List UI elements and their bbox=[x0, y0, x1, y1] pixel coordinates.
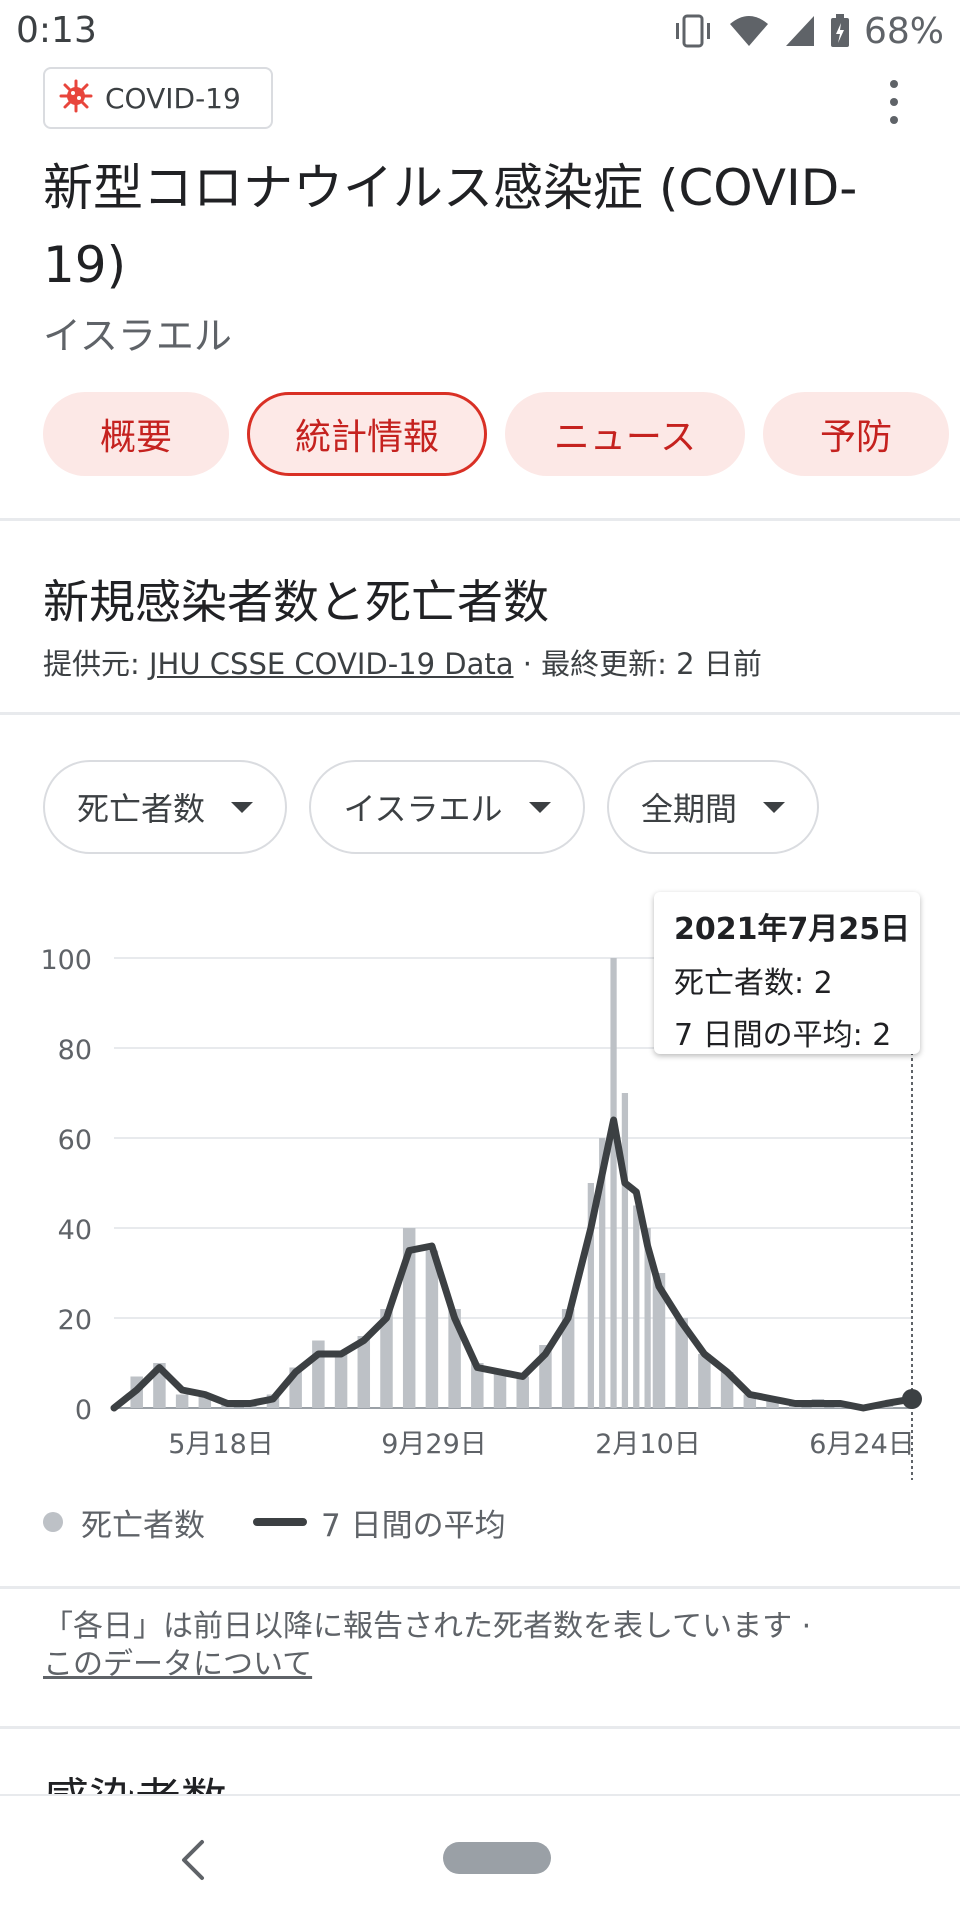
divider bbox=[0, 518, 960, 521]
chart-tooltip: 2021年7月25日 死亡者数: 2 7 日間の平均: 2 bbox=[654, 892, 920, 1054]
tab-bar: 概要 統計情報 ニュース 予防 bbox=[43, 392, 949, 476]
dropdown-arrow-icon bbox=[763, 801, 785, 813]
average-line bbox=[110, 1116, 916, 1412]
source-prefix: 提供元: bbox=[43, 647, 149, 681]
y-tick-label: 40 bbox=[58, 1215, 92, 1246]
dropdown-arrow-icon bbox=[231, 801, 253, 813]
bar bbox=[652, 1273, 666, 1408]
bar bbox=[766, 1399, 779, 1408]
battery-percent: 68% bbox=[863, 10, 944, 52]
topic-chip-label: COVID-19 bbox=[105, 81, 241, 115]
divider bbox=[0, 712, 960, 715]
bar bbox=[610, 958, 617, 1408]
bar bbox=[698, 1354, 711, 1408]
chart-legend: 死亡者数 7 日間の平均 bbox=[43, 1502, 506, 1544]
region-label: イスラエル bbox=[43, 314, 232, 358]
source-link[interactable]: JHU CSSE COVID-19 Data bbox=[149, 647, 514, 681]
bar bbox=[357, 1336, 371, 1408]
y-tick-label: 20 bbox=[58, 1305, 92, 1336]
metric-dropdown[interactable]: 死亡者数 bbox=[43, 760, 287, 854]
system-nav-bar bbox=[0, 1794, 960, 1920]
battery-icon bbox=[830, 14, 850, 48]
tab-statistics[interactable]: 統計情報 bbox=[247, 392, 487, 476]
note-text: 「各日」は前日以降に報告された死者数を表しています · bbox=[43, 1609, 812, 1644]
last-updated: · 最終更新: 2 日前 bbox=[513, 647, 762, 681]
section-title: 新規感染者数と死亡者数 bbox=[43, 575, 549, 629]
back-icon[interactable] bbox=[178, 1838, 208, 1886]
bar bbox=[599, 1138, 606, 1408]
tooltip-deaths: 死亡者数: 2 bbox=[674, 966, 833, 1001]
region-dropdown-label: イスラエル bbox=[343, 790, 503, 828]
bar bbox=[720, 1372, 734, 1408]
region-dropdown[interactable]: イスラエル bbox=[309, 760, 585, 854]
about-data-link[interactable]: このデータについて bbox=[43, 1647, 313, 1682]
bar bbox=[621, 1093, 629, 1408]
next-section-title: 感染者数 bbox=[43, 1770, 227, 1794]
bar bbox=[334, 1354, 348, 1408]
x-tick-label: 5月18日 bbox=[168, 1429, 274, 1460]
virus-icon bbox=[59, 79, 93, 117]
wifi-icon bbox=[728, 14, 770, 48]
status-icons: 68% bbox=[672, 10, 944, 52]
selected-point-marker bbox=[902, 1389, 922, 1409]
source-line: 提供元: JHU CSSE COVID-19 Data · 最終更新: 2 日前 bbox=[43, 641, 762, 683]
period-dropdown-label: 全期間 bbox=[640, 790, 737, 828]
bar bbox=[448, 1309, 461, 1408]
covid-topic-chip[interactable]: COVID-19 bbox=[43, 67, 273, 129]
bar bbox=[493, 1372, 507, 1408]
status-time: 0:13 bbox=[16, 10, 97, 51]
bar bbox=[380, 1309, 393, 1408]
divider bbox=[0, 1726, 960, 1729]
y-tick-label: 80 bbox=[58, 1035, 92, 1066]
bar bbox=[516, 1376, 529, 1408]
tab-prevention[interactable]: 予防 bbox=[763, 392, 949, 476]
y-tick-label: 100 bbox=[40, 945, 92, 976]
legend-daily-label: 死亡者数 bbox=[81, 1507, 205, 1544]
bar bbox=[587, 1183, 594, 1408]
data-note: 「各日」は前日以降に報告された死者数を表しています · このデータについて bbox=[43, 1608, 923, 1684]
more-options-icon[interactable] bbox=[880, 80, 908, 124]
tab-overview[interactable]: 概要 bbox=[43, 392, 229, 476]
tab-news[interactable]: ニュース bbox=[505, 392, 745, 476]
bar bbox=[175, 1394, 189, 1408]
legend-dot-icon bbox=[43, 1512, 63, 1532]
deaths-chart[interactable]: 0 20 40 60 80 100 5月18日 9月29日 2月10日 6月24日 bbox=[0, 880, 960, 1500]
bar bbox=[471, 1363, 484, 1408]
bar bbox=[633, 1205, 640, 1408]
tooltip-average: 7 日間の平均: 2 bbox=[674, 1018, 892, 1053]
x-tick-label: 2月10日 bbox=[595, 1429, 701, 1460]
y-tick-label: 60 bbox=[58, 1125, 92, 1156]
bar bbox=[561, 1309, 575, 1408]
bar bbox=[675, 1318, 688, 1408]
x-tick-label: 9月29日 bbox=[381, 1429, 487, 1460]
legend-line-icon bbox=[253, 1518, 307, 1526]
x-tick-label: 6月24日 bbox=[809, 1429, 915, 1460]
divider bbox=[0, 1586, 960, 1589]
page-title: 新型コロナウイルス感染症 (COVID-19) bbox=[43, 159, 858, 294]
status-bar: 0:13 68% bbox=[0, 0, 960, 62]
bar bbox=[425, 1250, 439, 1408]
dropdown-arrow-icon bbox=[528, 801, 551, 813]
bar bbox=[644, 1228, 651, 1408]
filter-bar: 死亡者数 イスラエル 全期間 bbox=[43, 760, 819, 854]
vibrate-icon bbox=[672, 14, 714, 48]
tooltip-date: 2021年7月25日 bbox=[674, 912, 911, 947]
bar bbox=[402, 1228, 416, 1408]
signal-icon bbox=[784, 14, 816, 48]
period-dropdown[interactable]: 全期間 bbox=[607, 760, 819, 854]
metric-dropdown-label: 死亡者数 bbox=[76, 790, 205, 828]
legend-average-label: 7 日間の平均 bbox=[321, 1507, 506, 1544]
home-pill[interactable] bbox=[443, 1842, 551, 1874]
y-tick-label: 0 bbox=[75, 1395, 92, 1426]
